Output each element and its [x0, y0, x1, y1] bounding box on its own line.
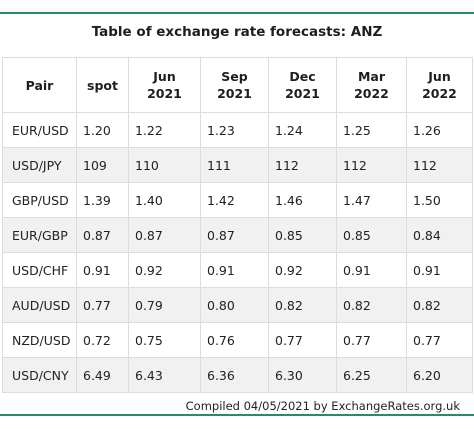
forecast-table-panel: Table of exchange rate forecasts: ANZ Pa…: [0, 12, 474, 416]
rate-cell: 0.85: [336, 217, 407, 253]
rate-cell: 0.79: [128, 287, 201, 323]
compiled-note: Compiled 04/05/2021 by ExchangeRates.org…: [185, 399, 460, 413]
rate-cell: 0.82: [268, 287, 337, 323]
rate-cell: 0.77: [336, 322, 407, 358]
rate-cell: 0.76: [200, 322, 269, 358]
table-row: EUR/GBP 0.87 0.87 0.87 0.85 0.85 0.84: [2, 217, 473, 253]
rate-cell: 0.91: [336, 252, 407, 288]
rate-cell: 1.42: [200, 182, 269, 218]
rate-cell: 1.23: [200, 112, 269, 148]
column-header: Mar 2022: [336, 57, 407, 113]
currency-pair-cell: GBP/USD: [2, 182, 77, 218]
rate-cell: 0.92: [128, 252, 201, 288]
rate-cell: 6.49: [76, 357, 129, 393]
rate-cell: 112: [268, 147, 337, 183]
rate-cell: 112: [406, 147, 473, 183]
currency-pair-cell: USD/JPY: [2, 147, 77, 183]
rate-cell: 1.46: [268, 182, 337, 218]
table-row: EUR/USD 1.20 1.22 1.23 1.24 1.25 1.26: [2, 112, 473, 148]
column-header: Pair: [2, 57, 77, 113]
rate-cell: 6.36: [200, 357, 269, 393]
table-row: USD/CHF 0.91 0.92 0.91 0.92 0.91 0.91: [2, 252, 473, 288]
currency-pair-cell: AUD/USD: [2, 287, 77, 323]
rate-cell: 0.75: [128, 322, 201, 358]
rate-cell: 0.77: [268, 322, 337, 358]
rate-cell: 0.80: [200, 287, 269, 323]
rate-cell: 1.50: [406, 182, 473, 218]
rate-cell: 1.39: [76, 182, 129, 218]
rate-cell: 0.77: [76, 287, 129, 323]
table-row: GBP/USD 1.39 1.40 1.42 1.46 1.47 1.50: [2, 182, 473, 218]
table-row: USD/CNY 6.49 6.43 6.36 6.30 6.25 6.20: [2, 357, 473, 393]
table-row: NZD/USD 0.72 0.75 0.76 0.77 0.77 0.77: [2, 322, 473, 358]
column-header: Jun 2022: [406, 57, 473, 113]
rate-cell: 1.24: [268, 112, 337, 148]
rate-cell: 6.20: [406, 357, 473, 393]
rate-cell: 0.91: [406, 252, 473, 288]
column-header: Jun 2021: [128, 57, 201, 113]
rate-cell: 0.92: [268, 252, 337, 288]
rate-cell: 0.77: [406, 322, 473, 358]
rate-cell: 1.20: [76, 112, 129, 148]
table-row: USD/JPY 109 110 111 112 112 112: [2, 147, 473, 183]
rate-cell: 0.91: [76, 252, 129, 288]
currency-pair-cell: NZD/USD: [2, 322, 77, 358]
rate-cell: 1.22: [128, 112, 201, 148]
rate-cell: 1.26: [406, 112, 473, 148]
currency-pair-cell: EUR/GBP: [2, 217, 77, 253]
rate-cell: 1.40: [128, 182, 201, 218]
rate-cell: 0.84: [406, 217, 473, 253]
table-row: AUD/USD 0.77 0.79 0.80 0.82 0.82 0.82: [2, 287, 473, 323]
rate-cell: 0.87: [76, 217, 129, 253]
rate-cell: 1.25: [336, 112, 407, 148]
column-header: Sep 2021: [200, 57, 269, 113]
rate-cell: 0.82: [406, 287, 473, 323]
rate-cell: 6.43: [128, 357, 201, 393]
rate-cell: 1.47: [336, 182, 407, 218]
rate-cell: 0.82: [336, 287, 407, 323]
currency-pair-cell: USD/CNY: [2, 357, 77, 393]
forecast-table: Pair spot Jun 2021 Sep 2021 Dec 2021 Mar 202…: [2, 57, 473, 393]
rate-cell: 109: [76, 147, 129, 183]
rate-cell: 0.87: [128, 217, 201, 253]
rate-cell: 6.25: [336, 357, 407, 393]
rate-cell: 110: [128, 147, 201, 183]
rate-cell: 6.30: [268, 357, 337, 393]
rate-cell: 0.91: [200, 252, 269, 288]
rate-cell: 0.85: [268, 217, 337, 253]
currency-pair-cell: USD/CHF: [2, 252, 77, 288]
column-header: spot: [76, 57, 129, 113]
rate-cell: 111: [200, 147, 269, 183]
rate-cell: 0.87: [200, 217, 269, 253]
rate-cell: 112: [336, 147, 407, 183]
currency-pair-cell: EUR/USD: [2, 112, 77, 148]
table-header-row: Pair spot Jun 2021 Sep 2021 Dec 2021 Mar 202…: [2, 57, 473, 113]
table-title: Table of exchange rate forecasts: ANZ: [91, 24, 383, 40]
rate-cell: 0.72: [76, 322, 129, 358]
column-header: Dec 2021: [268, 57, 337, 113]
